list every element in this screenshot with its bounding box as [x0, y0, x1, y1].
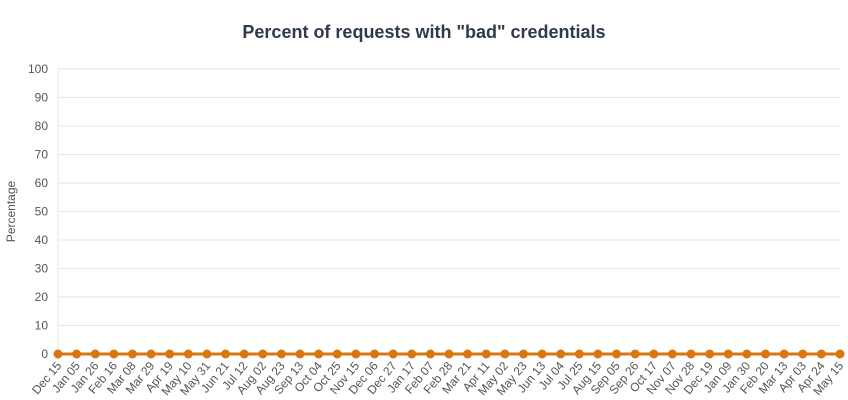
data-point[interactable] [183, 349, 193, 359]
data-point[interactable] [221, 349, 231, 359]
y-axis-ticks: 0 10 20 30 40 50 60 70 80 90 100 [28, 62, 48, 361]
data-point[interactable] [295, 349, 305, 359]
data-point[interactable] [72, 349, 82, 359]
y-tick-label: 70 [35, 148, 49, 162]
y-tick-label: 40 [35, 233, 49, 247]
data-point[interactable] [258, 349, 268, 359]
series-layer [53, 349, 845, 359]
data-point[interactable] [276, 349, 286, 359]
data-point[interactable] [537, 349, 547, 359]
y-tick-label: 10 [35, 319, 49, 333]
y-tick-label: 0 [41, 347, 48, 361]
data-point[interactable] [723, 349, 733, 359]
data-point[interactable] [798, 349, 808, 359]
data-point[interactable] [314, 349, 324, 359]
y-axis-label: Percentage [4, 180, 18, 242]
data-point[interactable] [146, 349, 156, 359]
data-point[interactable] [612, 349, 622, 359]
data-point[interactable] [835, 349, 845, 359]
data-point[interactable] [761, 349, 771, 359]
data-point[interactable] [332, 349, 342, 359]
data-point[interactable] [425, 349, 435, 359]
data-point[interactable] [742, 349, 752, 359]
data-point[interactable] [351, 349, 361, 359]
y-tick-label: 100 [28, 62, 48, 76]
y-tick-label: 60 [35, 176, 49, 190]
data-point[interactable] [649, 349, 659, 359]
data-point[interactable] [53, 349, 63, 359]
y-tick-label: 90 [35, 91, 49, 105]
y-tick-label: 30 [35, 262, 49, 276]
y-tick-label: 80 [35, 119, 49, 133]
data-point[interactable] [574, 349, 584, 359]
data-point[interactable] [202, 349, 212, 359]
data-point[interactable] [90, 349, 100, 359]
data-point[interactable] [109, 349, 119, 359]
data-point[interactable] [518, 349, 528, 359]
data-point[interactable] [556, 349, 566, 359]
data-point[interactable] [667, 349, 677, 359]
grid-lines [57, 68, 840, 360]
data-point[interactable] [705, 349, 715, 359]
y-tick-label: 20 [35, 290, 49, 304]
data-point[interactable] [686, 349, 696, 359]
chart-title: Percent of requests with "bad" credentia… [242, 22, 606, 42]
y-tick-label: 50 [35, 205, 49, 219]
data-point[interactable] [370, 349, 380, 359]
data-point[interactable] [444, 349, 454, 359]
data-point[interactable] [463, 349, 473, 359]
data-point[interactable] [630, 349, 640, 359]
data-point[interactable] [500, 349, 510, 359]
data-point[interactable] [481, 349, 491, 359]
data-point[interactable] [388, 349, 398, 359]
data-point[interactable] [779, 349, 789, 359]
data-point[interactable] [165, 349, 175, 359]
data-point[interactable] [407, 349, 417, 359]
data-point[interactable] [239, 349, 249, 359]
data-point[interactable] [127, 349, 137, 359]
data-point[interactable] [816, 349, 826, 359]
data-point[interactable] [593, 349, 603, 359]
